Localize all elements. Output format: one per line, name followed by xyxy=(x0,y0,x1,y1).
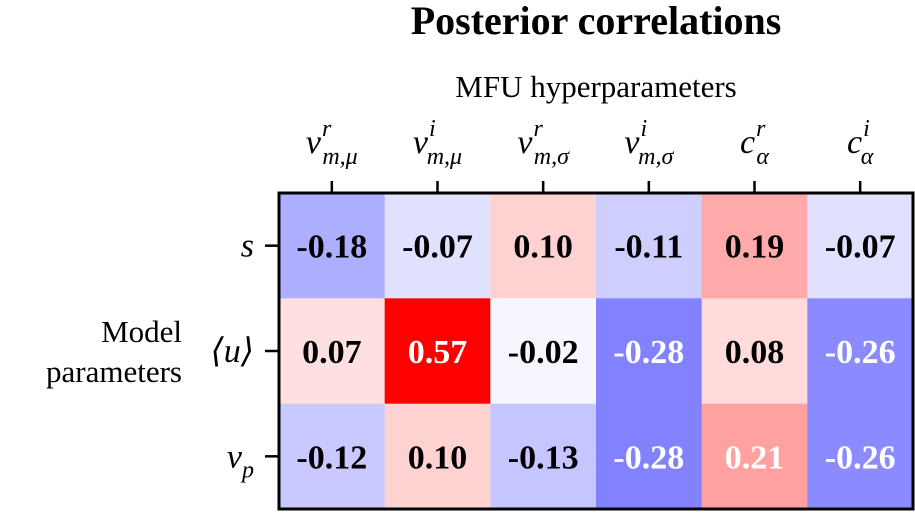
heatmap-cell xyxy=(596,193,703,299)
heatmap-cells: -0.18 -0.07 0.10 -0.11 0.19 -0.07 0.07 0.57 -0.0… xyxy=(279,193,914,510)
heatmap-cell xyxy=(279,403,386,510)
heatmap-cell xyxy=(807,403,914,510)
heatmap-frame xyxy=(277,191,915,511)
cell-value-label: 0.08 xyxy=(725,334,785,371)
cell-value-label: 0.21 xyxy=(725,439,785,476)
y-tick-label: s xyxy=(241,228,254,265)
x-tick-label: νi m,σ xyxy=(624,116,674,170)
cell-value-label: -0.02 xyxy=(508,334,579,371)
cell-value-label: -0.28 xyxy=(613,439,684,476)
cell-value-label: -0.28 xyxy=(613,334,684,371)
heatmap-cell xyxy=(279,298,386,405)
cell-value-label: -0.07 xyxy=(402,229,473,266)
cell-value-label: -0.26 xyxy=(825,439,896,476)
cell-value-label: 0.19 xyxy=(725,229,785,266)
x-tick-label: νr m,σ xyxy=(517,116,570,170)
chart-title: Posterior correlations xyxy=(411,0,782,43)
cell-value-label: 0.10 xyxy=(408,439,468,476)
x-axis-title: MFU hyperparameters xyxy=(455,69,737,104)
heatmap-cell xyxy=(701,403,808,510)
x-tick-label: ci α xyxy=(847,116,874,170)
heatmap-cell xyxy=(807,298,914,405)
cell-value-label: 0.57 xyxy=(408,334,468,371)
heatmap-cell xyxy=(384,298,491,405)
heatmap-cell xyxy=(279,193,386,299)
heatmap-cell xyxy=(384,193,491,299)
x-tick-label: cr α xyxy=(740,116,769,170)
x-tick-label: νr m,μ xyxy=(306,116,358,170)
y-tick-label: νp xyxy=(227,438,254,483)
heatmap-cell xyxy=(490,403,597,510)
heatmap-cell xyxy=(490,298,597,405)
cell-value-label: -0.12 xyxy=(296,439,367,476)
y-axis-title: Model parameters xyxy=(46,314,182,389)
x-tick-label: νi m,μ xyxy=(413,116,462,170)
cell-value-label: 0.10 xyxy=(513,229,573,266)
cell-value-label: -0.07 xyxy=(825,229,896,266)
axis-ticks: νr m,μ νi m,μ νr m,σ νi m,σ cr α ci α s ⟨u⟩ νp xyxy=(210,116,873,483)
cell-value-label: -0.26 xyxy=(825,334,896,371)
heatmap-cell xyxy=(807,193,914,299)
cell-value-label: -0.11 xyxy=(614,229,683,266)
heatmap-cell xyxy=(596,403,703,510)
cell-value-label: -0.18 xyxy=(296,229,367,266)
heatmap-cell xyxy=(384,403,491,510)
heatmap-cell xyxy=(596,298,703,405)
y-tick-label: ⟨u⟩ xyxy=(210,333,254,370)
heatmap-cell xyxy=(701,298,808,405)
heatmap-cell xyxy=(701,193,808,299)
cell-value-label: -0.13 xyxy=(508,439,579,476)
heatmap-cell xyxy=(490,193,597,299)
cell-value-label: 0.07 xyxy=(302,334,362,371)
